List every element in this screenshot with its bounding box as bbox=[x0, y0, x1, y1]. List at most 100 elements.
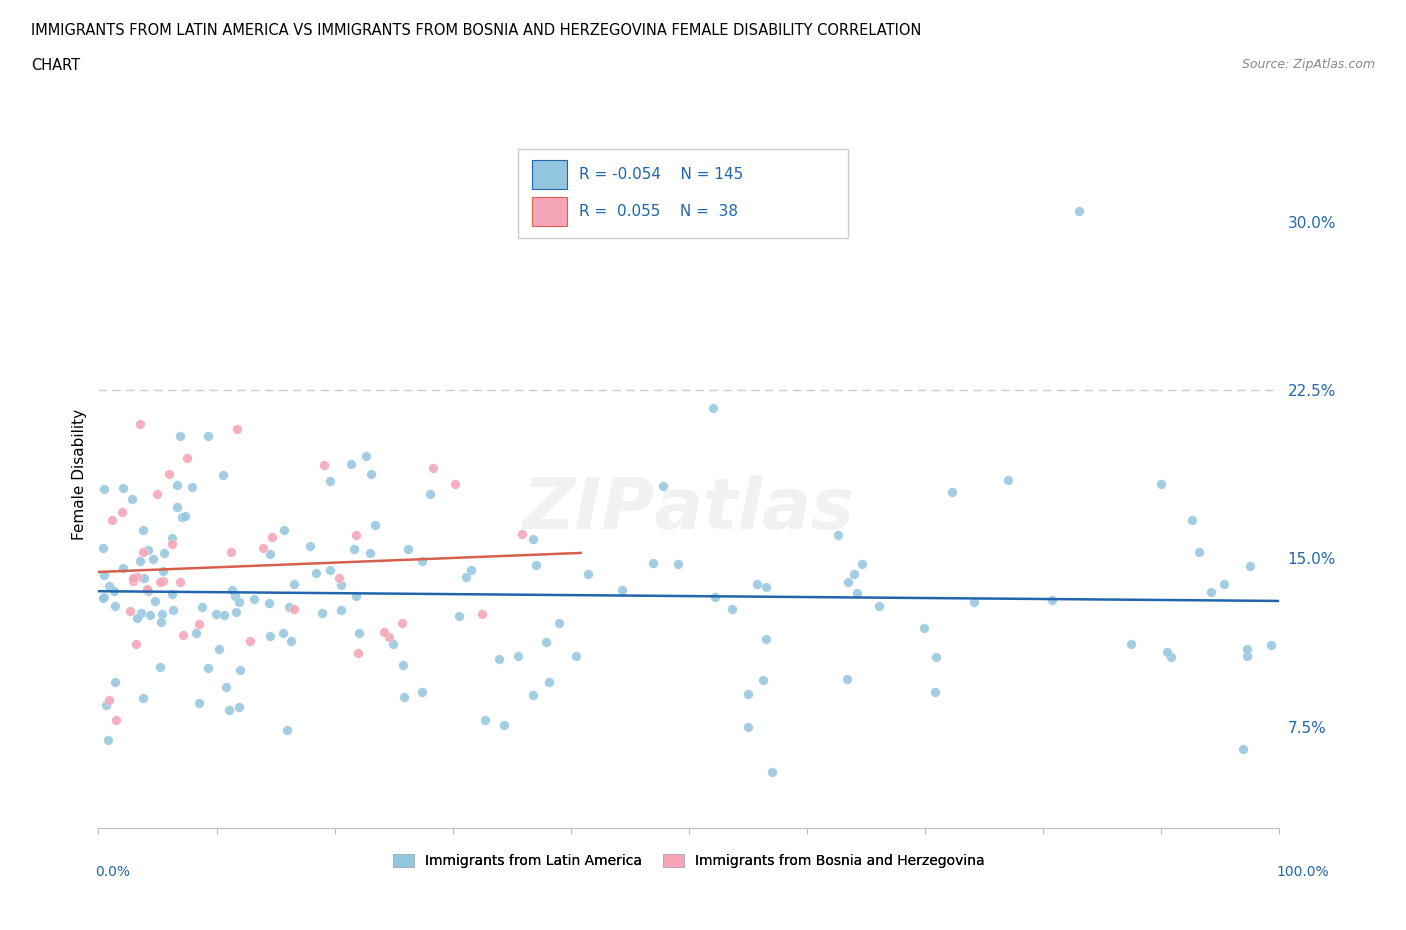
Point bbox=[149, 660, 172, 675]
Point bbox=[181, 480, 204, 495]
Point bbox=[160, 537, 183, 551]
Point bbox=[128, 417, 150, 432]
Point bbox=[111, 480, 134, 495]
Point bbox=[522, 687, 544, 702]
Point bbox=[131, 605, 153, 620]
Point bbox=[176, 451, 198, 466]
Point bbox=[105, 712, 128, 727]
Text: R =  0.055    N =  38: R = 0.055 N = 38 bbox=[579, 204, 738, 219]
Point bbox=[702, 401, 724, 416]
Point bbox=[224, 589, 246, 604]
Point bbox=[122, 574, 145, 589]
Point bbox=[318, 562, 340, 577]
Point bbox=[837, 575, 859, 590]
Point bbox=[205, 606, 228, 621]
Point bbox=[912, 621, 935, 636]
Point bbox=[1232, 742, 1254, 757]
Point bbox=[226, 421, 249, 436]
Point bbox=[576, 566, 599, 581]
Point bbox=[343, 541, 366, 556]
Point bbox=[283, 577, 305, 591]
Point bbox=[312, 458, 335, 472]
Point bbox=[166, 499, 188, 514]
Bar bbox=[531, 160, 567, 190]
Point bbox=[1040, 592, 1063, 607]
Point bbox=[444, 477, 467, 492]
Point bbox=[159, 467, 181, 482]
Point bbox=[271, 625, 294, 640]
Point bbox=[494, 718, 516, 733]
Point bbox=[488, 652, 510, 667]
Point bbox=[508, 648, 530, 663]
Point bbox=[941, 485, 963, 499]
Text: 0.0%: 0.0% bbox=[96, 865, 131, 880]
Point bbox=[142, 551, 165, 566]
Point bbox=[835, 671, 858, 686]
Point bbox=[132, 545, 155, 560]
Point bbox=[1181, 513, 1204, 528]
Point bbox=[188, 696, 211, 711]
Point bbox=[152, 546, 174, 561]
Point bbox=[125, 611, 148, 626]
Point bbox=[311, 605, 333, 620]
Point bbox=[101, 512, 124, 527]
Point bbox=[170, 510, 193, 525]
Point bbox=[118, 604, 141, 618]
Point bbox=[1150, 477, 1173, 492]
Point bbox=[94, 698, 117, 712]
Point bbox=[97, 732, 120, 747]
Point bbox=[703, 590, 725, 604]
Point bbox=[641, 555, 664, 570]
Point bbox=[135, 581, 157, 596]
Point bbox=[720, 601, 742, 616]
Point bbox=[283, 602, 305, 617]
Point bbox=[128, 553, 150, 568]
Point bbox=[280, 633, 302, 648]
Point bbox=[381, 637, 404, 652]
Point bbox=[259, 628, 281, 643]
Point bbox=[214, 607, 236, 622]
Legend: Immigrants from Latin America, Immigrants from Bosnia and Herzegovina: Immigrants from Latin America, Immigrant… bbox=[388, 848, 990, 874]
Point bbox=[1188, 544, 1211, 559]
Point bbox=[124, 637, 146, 652]
Point bbox=[354, 449, 377, 464]
Point bbox=[460, 562, 482, 577]
Point bbox=[1236, 649, 1258, 664]
Point bbox=[925, 650, 948, 665]
Point bbox=[538, 674, 561, 689]
Text: R = -0.054    N = 145: R = -0.054 N = 145 bbox=[579, 167, 744, 182]
Point bbox=[344, 589, 367, 604]
Point bbox=[391, 658, 413, 672]
Point bbox=[277, 600, 299, 615]
Point bbox=[360, 467, 382, 482]
Point bbox=[93, 567, 115, 582]
Point bbox=[851, 557, 873, 572]
Point bbox=[219, 544, 242, 559]
Point bbox=[143, 594, 166, 609]
Point bbox=[259, 547, 281, 562]
Point bbox=[924, 684, 946, 699]
Point bbox=[329, 578, 352, 592]
Point bbox=[1239, 558, 1261, 573]
Point bbox=[1213, 577, 1236, 591]
Point bbox=[651, 478, 673, 493]
Point bbox=[305, 566, 328, 581]
Point bbox=[214, 679, 236, 694]
Point bbox=[360, 545, 382, 560]
Point bbox=[373, 625, 395, 640]
Point bbox=[319, 473, 342, 488]
Point bbox=[239, 634, 262, 649]
Point bbox=[93, 590, 115, 604]
Point bbox=[190, 600, 212, 615]
Point bbox=[419, 486, 441, 501]
Text: CHART: CHART bbox=[31, 58, 80, 73]
Point bbox=[132, 571, 155, 586]
Point bbox=[411, 685, 433, 700]
Point bbox=[212, 467, 235, 482]
Point bbox=[1121, 636, 1143, 651]
Point bbox=[522, 532, 544, 547]
Point bbox=[471, 607, 494, 622]
Point bbox=[91, 540, 114, 555]
Point bbox=[188, 617, 211, 631]
Point bbox=[186, 625, 208, 640]
